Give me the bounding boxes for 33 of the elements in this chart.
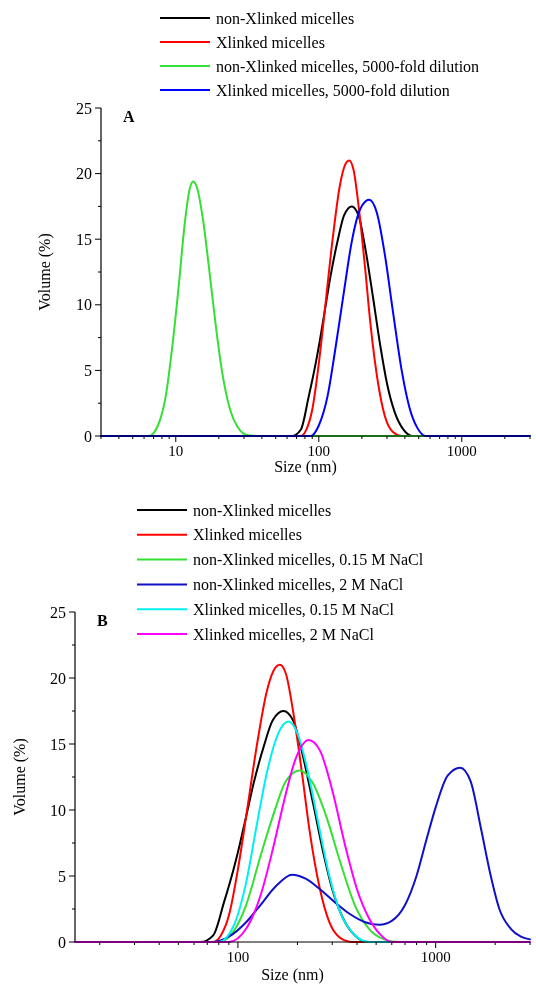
y-tick-label: 15	[50, 735, 66, 753]
y-tick-label: 20	[76, 165, 92, 183]
chart-title: A	[123, 108, 135, 125]
y-tick-label: 25	[50, 603, 66, 621]
legend-label: non-Xlinked micelles, 0.15 M NaCl	[193, 551, 424, 569]
x-tick-label: 100	[226, 949, 250, 965]
y-tick-label: 15	[76, 230, 92, 248]
chart-title: B	[97, 612, 108, 629]
legend-label: Xlinked micelles	[216, 33, 325, 51]
y-axis-title: Volume (%)	[36, 233, 54, 311]
x-tick-label: 100	[307, 443, 331, 459]
legend-label: non-Xlinked micelles	[193, 501, 332, 519]
x-axis-title: Size (nm)	[261, 966, 324, 984]
x-tick-label: 1000	[446, 443, 477, 459]
y-tick-label: 5	[84, 362, 92, 379]
y-tick-label: 5	[58, 867, 66, 885]
x-axis-title: Size (nm)	[274, 458, 337, 476]
legend-label: non-Xlinked micelles, 2 M NaCl	[193, 576, 404, 593]
legend-label: Xlinked micelles, 0.15 M NaCl	[193, 600, 395, 618]
legend-label: Xlinked micelles	[193, 526, 302, 544]
legend-label: Xlinked micelles, 2 M NaCl	[193, 625, 375, 643]
y-axis-title: Volume (%)	[11, 738, 29, 816]
y-tick-label: 25	[76, 99, 92, 117]
x-tick-label: 1000	[420, 949, 451, 965]
legend-label: Xlinked micelles, 5000-fold dilution	[216, 81, 450, 99]
y-tick-label: 0	[58, 933, 66, 951]
y-tick-label: 10	[76, 296, 92, 314]
legend-label: non-Xlinked micelles, 5000-fold dilution	[216, 57, 480, 75]
y-tick-label: 0	[84, 427, 92, 445]
y-tick-label: 20	[50, 669, 66, 687]
x-tick-label: 10	[168, 443, 184, 459]
legend-label: non-Xlinked micelles	[216, 9, 355, 27]
y-tick-label: 10	[50, 801, 66, 819]
